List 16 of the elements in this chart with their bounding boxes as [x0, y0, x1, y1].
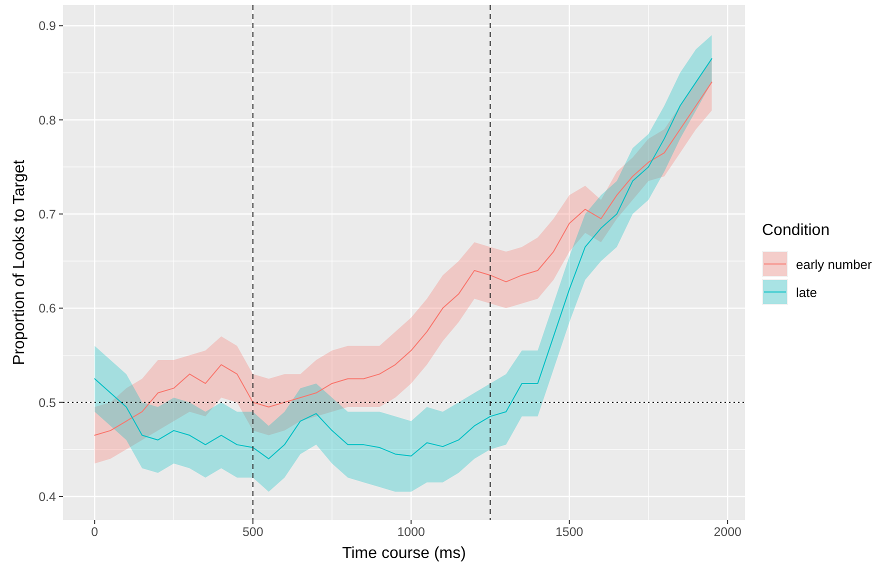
y-tick-label: 0.8 [38, 113, 56, 128]
legend-title: Condition [762, 222, 830, 239]
y-tick-label: 0.4 [38, 490, 56, 504]
y-tick-label: 0.7 [38, 208, 56, 222]
legend-label: late [796, 285, 817, 300]
y-axis-title: Proportion of Looks to Target [11, 159, 28, 366]
x-tick-label: 1500 [555, 525, 584, 539]
x-axis-title: Time course (ms) [342, 545, 466, 562]
x-tick-label: 500 [242, 525, 264, 539]
y-tick-label: 0.9 [38, 19, 56, 34]
x-tick-label: 2000 [714, 525, 742, 539]
legend-label: early number [796, 257, 873, 272]
y-tick-label: 0.6 [38, 302, 56, 316]
x-tick-label: 1000 [397, 525, 426, 539]
y-tick-label: 0.5 [38, 396, 56, 410]
x-tick-label: 0 [91, 525, 98, 539]
